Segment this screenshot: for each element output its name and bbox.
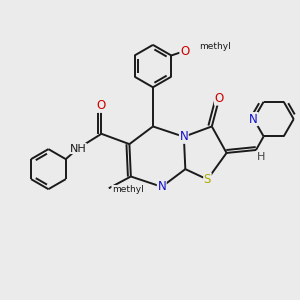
Text: S: S (204, 173, 211, 186)
Text: N: N (158, 180, 166, 193)
Text: NH: NH (70, 143, 86, 154)
Text: methyl: methyl (199, 42, 231, 51)
Text: O: O (180, 45, 189, 58)
Text: methyl: methyl (112, 185, 143, 194)
Text: O: O (214, 92, 224, 105)
Text: N: N (179, 130, 188, 143)
Text: N: N (249, 112, 258, 126)
Text: H: H (257, 152, 266, 162)
Text: O: O (97, 99, 106, 112)
